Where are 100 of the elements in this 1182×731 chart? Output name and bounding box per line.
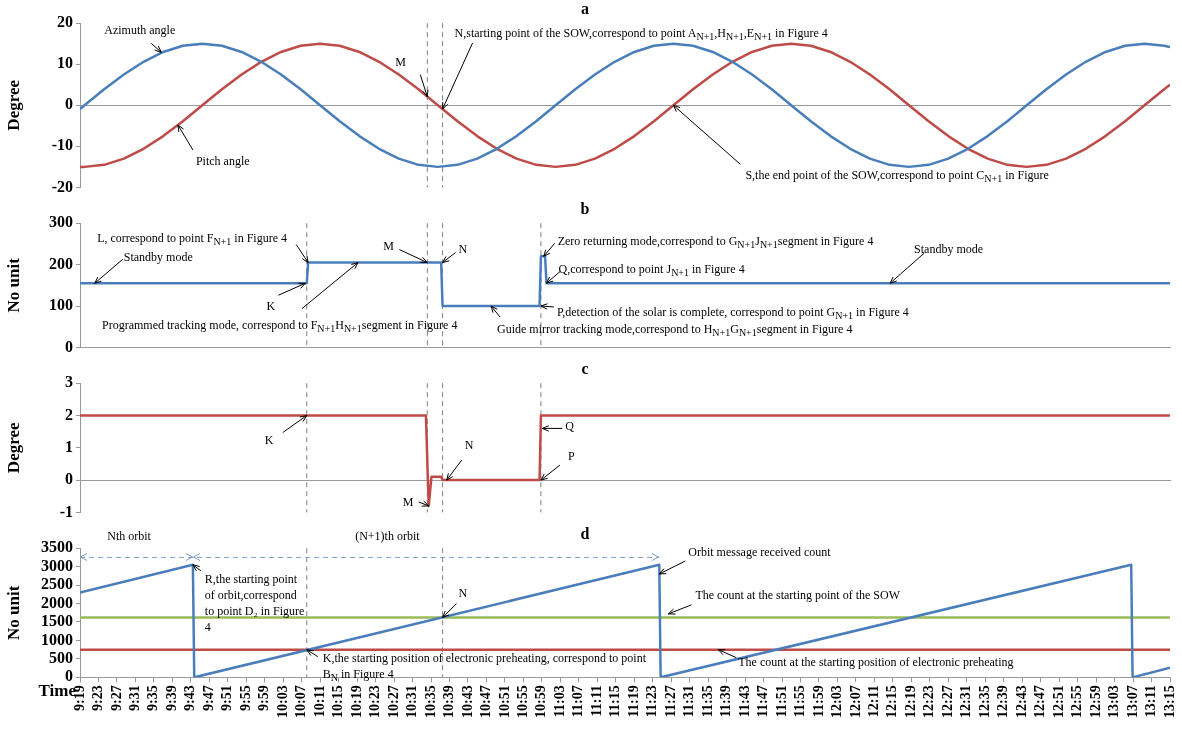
annotation: L, correspond to point F$_{N+1}$ in Figure 4 bbox=[97, 229, 288, 249]
y-tick-label: 1000 bbox=[41, 630, 73, 648]
y-axis-title: Degree bbox=[3, 79, 23, 131]
x-tick-label: 12:19 bbox=[902, 685, 918, 719]
annotation: N bbox=[458, 584, 468, 601]
x-tick-label: 12:39 bbox=[995, 685, 1011, 719]
y-axis-title: Degree bbox=[3, 422, 23, 474]
y-tick-label: -10 bbox=[51, 136, 73, 154]
y-tick-label: 3500 bbox=[41, 538, 73, 556]
x-tick-label: 9:35 bbox=[145, 685, 161, 712]
x-tick-label: 11:11 bbox=[588, 685, 604, 717]
chart-title: d bbox=[580, 524, 590, 542]
x-tick-label: 11:47 bbox=[755, 685, 771, 718]
x-tick-label: 10:23 bbox=[367, 685, 383, 719]
x-tick-label: 13:11 bbox=[1143, 685, 1159, 718]
annotation: M bbox=[383, 237, 394, 254]
x-tick-label: 10:03 bbox=[274, 685, 290, 719]
x-tick-label: 11:07 bbox=[570, 685, 586, 718]
x-tick-label: 13:03 bbox=[1106, 685, 1122, 719]
x-tick-label: 11:03 bbox=[551, 685, 567, 718]
y-tick-label: 0 bbox=[65, 470, 73, 488]
x-tick-label: 9:55 bbox=[237, 685, 253, 712]
x-tick-label: 12:07 bbox=[847, 685, 863, 719]
y-tick-label: 200 bbox=[49, 254, 73, 272]
y-tick-label: 0 bbox=[65, 667, 73, 685]
x-tick-label: 11:19 bbox=[625, 685, 641, 718]
text: (N+1)th orbit bbox=[355, 528, 420, 545]
x-tick-label: 12:23 bbox=[921, 685, 937, 719]
annotation: Programmed tracking mode, correspond to F$_{N+1}$H$_{N+1}$segment in Figure 4 bbox=[102, 316, 458, 336]
y-tick-label: 3000 bbox=[41, 556, 73, 574]
annotation: M bbox=[395, 53, 406, 70]
y-axis-title: No unit bbox=[3, 257, 23, 313]
annotation: R,the starting point of orbit,correspond to point D₂ in Figure 4 bbox=[204, 570, 305, 636]
x-tick-label: 9:31 bbox=[127, 685, 143, 712]
y-axis-title: No unit bbox=[3, 585, 23, 640]
annotation: Standby mode bbox=[123, 249, 193, 266]
annotation: S,the end point of the SOW,correspond to point C$_{N+1}$ in Figure bbox=[745, 167, 1049, 187]
annotation: Guide mirror tracking mode,correspond to H$_{N+1}$G$_{N+1}$segment in Figure 4 bbox=[497, 321, 853, 340]
y-tick-label: 300 bbox=[49, 213, 73, 231]
x-tick-label: 12:35 bbox=[976, 685, 992, 719]
annotation: K bbox=[264, 431, 274, 448]
chart-title: b bbox=[580, 199, 590, 217]
x-tick-label: 11:55 bbox=[792, 685, 808, 718]
x-tick-label: 10:55 bbox=[515, 685, 530, 719]
x-tick-label: 12:55 bbox=[1069, 685, 1085, 719]
y-tick-label: 0 bbox=[65, 337, 73, 355]
annotation: Q,correspond to point J$_{N+1}$ in Figure 4 bbox=[558, 261, 745, 281]
annotation: Orbit message received count bbox=[688, 544, 831, 561]
x-tick-label: 13:15 bbox=[1161, 685, 1177, 719]
x-tick-label: 12:27 bbox=[939, 685, 955, 719]
x-tick-label: 10:19 bbox=[348, 685, 364, 719]
y-tick-label: 0 bbox=[65, 95, 73, 113]
y-tick-label: -20 bbox=[51, 177, 73, 195]
annotation: P,detection of the solar is complete, correspond to point G$_{N+1}$ in Figure 4 bbox=[556, 304, 909, 323]
x-tick-label: 12:03 bbox=[829, 685, 845, 719]
x-tick-label: 11:39 bbox=[718, 685, 734, 718]
x-tick-label: 10:59 bbox=[533, 685, 549, 719]
chart-title: a bbox=[581, 0, 589, 17]
x-tick-label: 10:51 bbox=[496, 685, 512, 719]
x-tick-label: 10:27 bbox=[385, 685, 401, 719]
x-tick-label: 12:59 bbox=[1087, 685, 1103, 719]
annotation: Zero returning mode,correspond to G$_{N+1}$J$_{N+1}$segment in Figure 4 bbox=[557, 233, 874, 253]
x-tick-label: 10:11 bbox=[311, 685, 327, 718]
x-tick-label: 10:07 bbox=[293, 685, 309, 719]
y-tick-label: 1500 bbox=[41, 612, 73, 630]
chart-title: c bbox=[581, 359, 589, 377]
annotation: M bbox=[402, 493, 414, 511]
y-tick-label: 10 bbox=[57, 54, 73, 72]
x-tick-label: 11:59 bbox=[810, 685, 826, 718]
x-tick-label: 9:27 bbox=[108, 685, 124, 712]
y-tick-label: 1 bbox=[65, 437, 73, 455]
annotation: K bbox=[266, 298, 276, 315]
y-tick-label: 20 bbox=[57, 13, 73, 31]
annotation: The count at the starting position of electronic preheating bbox=[738, 653, 1014, 670]
x-tick-label: 9:43 bbox=[182, 685, 198, 712]
annotation: The count at the starting point of the SOW bbox=[695, 586, 901, 604]
x-tick-label: 9:39 bbox=[163, 685, 179, 712]
x-tick-label: 10:31 bbox=[404, 685, 420, 719]
x-tick-label: 12:15 bbox=[884, 685, 900, 719]
x-tick-label: 9:47 bbox=[200, 685, 216, 712]
y-tick-label: -1 bbox=[59, 502, 73, 520]
x-tick-label: 10:39 bbox=[441, 685, 457, 719]
annotation: Pitch angle bbox=[195, 153, 250, 170]
y-tick-label: 3 bbox=[65, 373, 73, 391]
x-tick-label: 12:51 bbox=[1050, 685, 1066, 719]
x-tick-label: 10:35 bbox=[422, 685, 438, 719]
y-tick-label: 2000 bbox=[41, 593, 73, 611]
annotation: Azimuth angle bbox=[104, 22, 176, 39]
y-tick-label: 2 bbox=[65, 405, 73, 423]
x-tick-label: 11:27 bbox=[662, 685, 678, 718]
y-tick-label: 500 bbox=[49, 649, 73, 667]
annotation: N bbox=[464, 437, 474, 454]
x-tick-label: 10:47 bbox=[478, 685, 494, 719]
x-tick-label: 11:51 bbox=[773, 685, 789, 718]
x-tick-label: 11:35 bbox=[699, 685, 715, 718]
x-tick-label: 9:59 bbox=[256, 685, 272, 712]
annotation: K,the starting position of electronic preheating, correspond to point B$_{N}$ in Figure 4 bbox=[322, 649, 647, 685]
x-tick-label: 12:11 bbox=[866, 685, 881, 718]
x-tick-label: 12:43 bbox=[1013, 685, 1029, 719]
x-tick-label: 10:15 bbox=[330, 685, 346, 719]
